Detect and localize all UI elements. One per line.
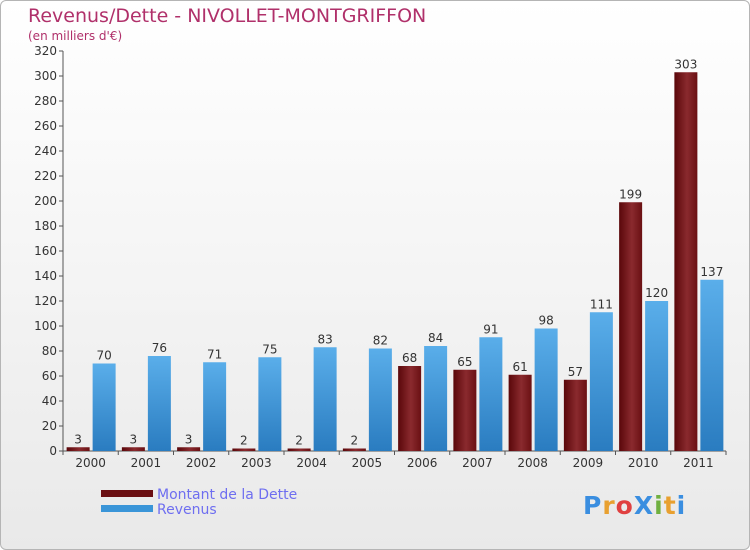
legend-swatch-debt: [101, 490, 153, 497]
y-tick-label: 120: [34, 294, 57, 308]
logo-letter: P: [583, 491, 603, 520]
data-label-revenue: 111: [590, 297, 613, 311]
y-tick-label: 0: [49, 444, 57, 458]
chart-subtitle: (en milliers d'€): [28, 29, 123, 43]
bar-debt: [121, 447, 145, 451]
bar-debt: [508, 374, 532, 451]
data-label-revenue: 82: [373, 334, 388, 348]
bar-debt: [232, 448, 256, 451]
logo-letter: i: [676, 491, 687, 520]
data-label-revenue: 98: [538, 314, 553, 328]
chart-title: Revenus/Dette - NIVOLLET-MONTGRIFFON: [28, 5, 427, 27]
bar-revenue: [589, 312, 613, 451]
y-tick-label: 20: [42, 419, 57, 433]
bar-debt: [674, 72, 698, 451]
bar-debt: [453, 369, 477, 451]
y-tick-label: 180: [34, 219, 57, 233]
bar-debt: [177, 447, 201, 451]
data-label-revenue: 120: [645, 286, 668, 300]
data-label-revenue: 71: [207, 347, 222, 361]
data-label-debt: 57: [568, 365, 583, 379]
x-tick-label: 2004: [296, 456, 327, 470]
data-label-revenue: 91: [483, 322, 498, 336]
data-label-debt: 65: [457, 355, 472, 369]
data-label-revenue: 76: [152, 341, 167, 355]
y-tick-label: 240: [34, 144, 57, 158]
data-label-debt: 2: [351, 434, 359, 448]
y-tick-label: 40: [42, 394, 57, 408]
logo-letter: i: [654, 491, 664, 520]
x-tick-label: 2002: [186, 456, 217, 470]
data-label-debt: 68: [402, 351, 417, 365]
legend-label-debt: Montant de la Dette: [157, 487, 298, 503]
data-label-debt: 2: [240, 434, 248, 448]
x-tick-label: 2011: [683, 456, 714, 470]
legend-swatch-revenue: [101, 505, 153, 512]
logo-letter: X: [633, 491, 655, 520]
bar-debt: [66, 447, 90, 451]
y-tick-label: 160: [34, 244, 57, 258]
data-label-debt: 3: [130, 432, 138, 446]
y-tick-label: 80: [42, 344, 57, 358]
x-tick-label: 2008: [517, 456, 548, 470]
y-tick-label: 300: [34, 69, 57, 83]
logo-letter: t: [663, 491, 677, 520]
x-tick-label: 2006: [407, 456, 438, 470]
bar-debt: [342, 448, 366, 451]
data-label-revenue: 70: [96, 349, 111, 363]
y-tick-label: 280: [34, 94, 57, 108]
x-tick-label: 2003: [241, 456, 272, 470]
bar-debt: [287, 448, 311, 451]
y-tick-label: 260: [34, 119, 57, 133]
x-tick-label: 2001: [131, 456, 162, 470]
bar-revenue: [368, 348, 392, 451]
data-label-revenue: 75: [262, 342, 277, 356]
data-label-revenue: 84: [428, 331, 443, 345]
data-label-debt: 199: [619, 187, 642, 201]
bar-revenue: [700, 279, 724, 451]
x-tick-label: 2005: [352, 456, 383, 470]
bar-debt: [563, 379, 587, 451]
data-label-revenue: 137: [700, 265, 723, 279]
bar-revenue: [313, 347, 337, 451]
x-tick-label: 2007: [462, 456, 493, 470]
data-label-revenue: 83: [317, 332, 332, 346]
data-label-debt: 61: [512, 360, 527, 374]
bar-revenue: [645, 301, 669, 451]
logo-letter: o: [615, 491, 634, 520]
data-label-debt: 3: [185, 432, 193, 446]
y-tick-label: 220: [34, 169, 57, 183]
y-tick-label: 140: [34, 269, 57, 283]
data-label-debt: 3: [74, 432, 82, 446]
bar-revenue: [92, 363, 116, 451]
bar-revenue: [147, 356, 171, 451]
y-tick-label: 100: [34, 319, 57, 333]
data-label-debt: 2: [295, 434, 303, 448]
y-tick-label: 200: [34, 194, 57, 208]
y-tick-label: 320: [34, 44, 57, 58]
bar-revenue: [479, 337, 503, 451]
proxiti-logo: ProXiti: [583, 491, 686, 520]
bar-revenue: [258, 357, 282, 451]
bar-debt: [398, 366, 422, 451]
bar-revenue: [534, 328, 558, 451]
data-label-debt: 303: [674, 57, 697, 71]
bar-debt: [619, 202, 643, 451]
legend-label-revenue: Revenus: [157, 502, 217, 518]
y-tick-label: 60: [42, 369, 57, 383]
x-tick-label: 2009: [573, 456, 604, 470]
bar-revenue: [203, 362, 227, 451]
bar-revenue: [424, 346, 448, 451]
x-tick-label: 2000: [75, 456, 106, 470]
logo-letter: r: [602, 491, 616, 520]
x-tick-label: 2010: [628, 456, 659, 470]
